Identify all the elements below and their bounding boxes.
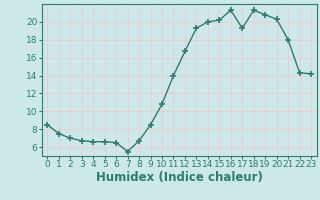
X-axis label: Humidex (Indice chaleur): Humidex (Indice chaleur) — [96, 171, 263, 184]
